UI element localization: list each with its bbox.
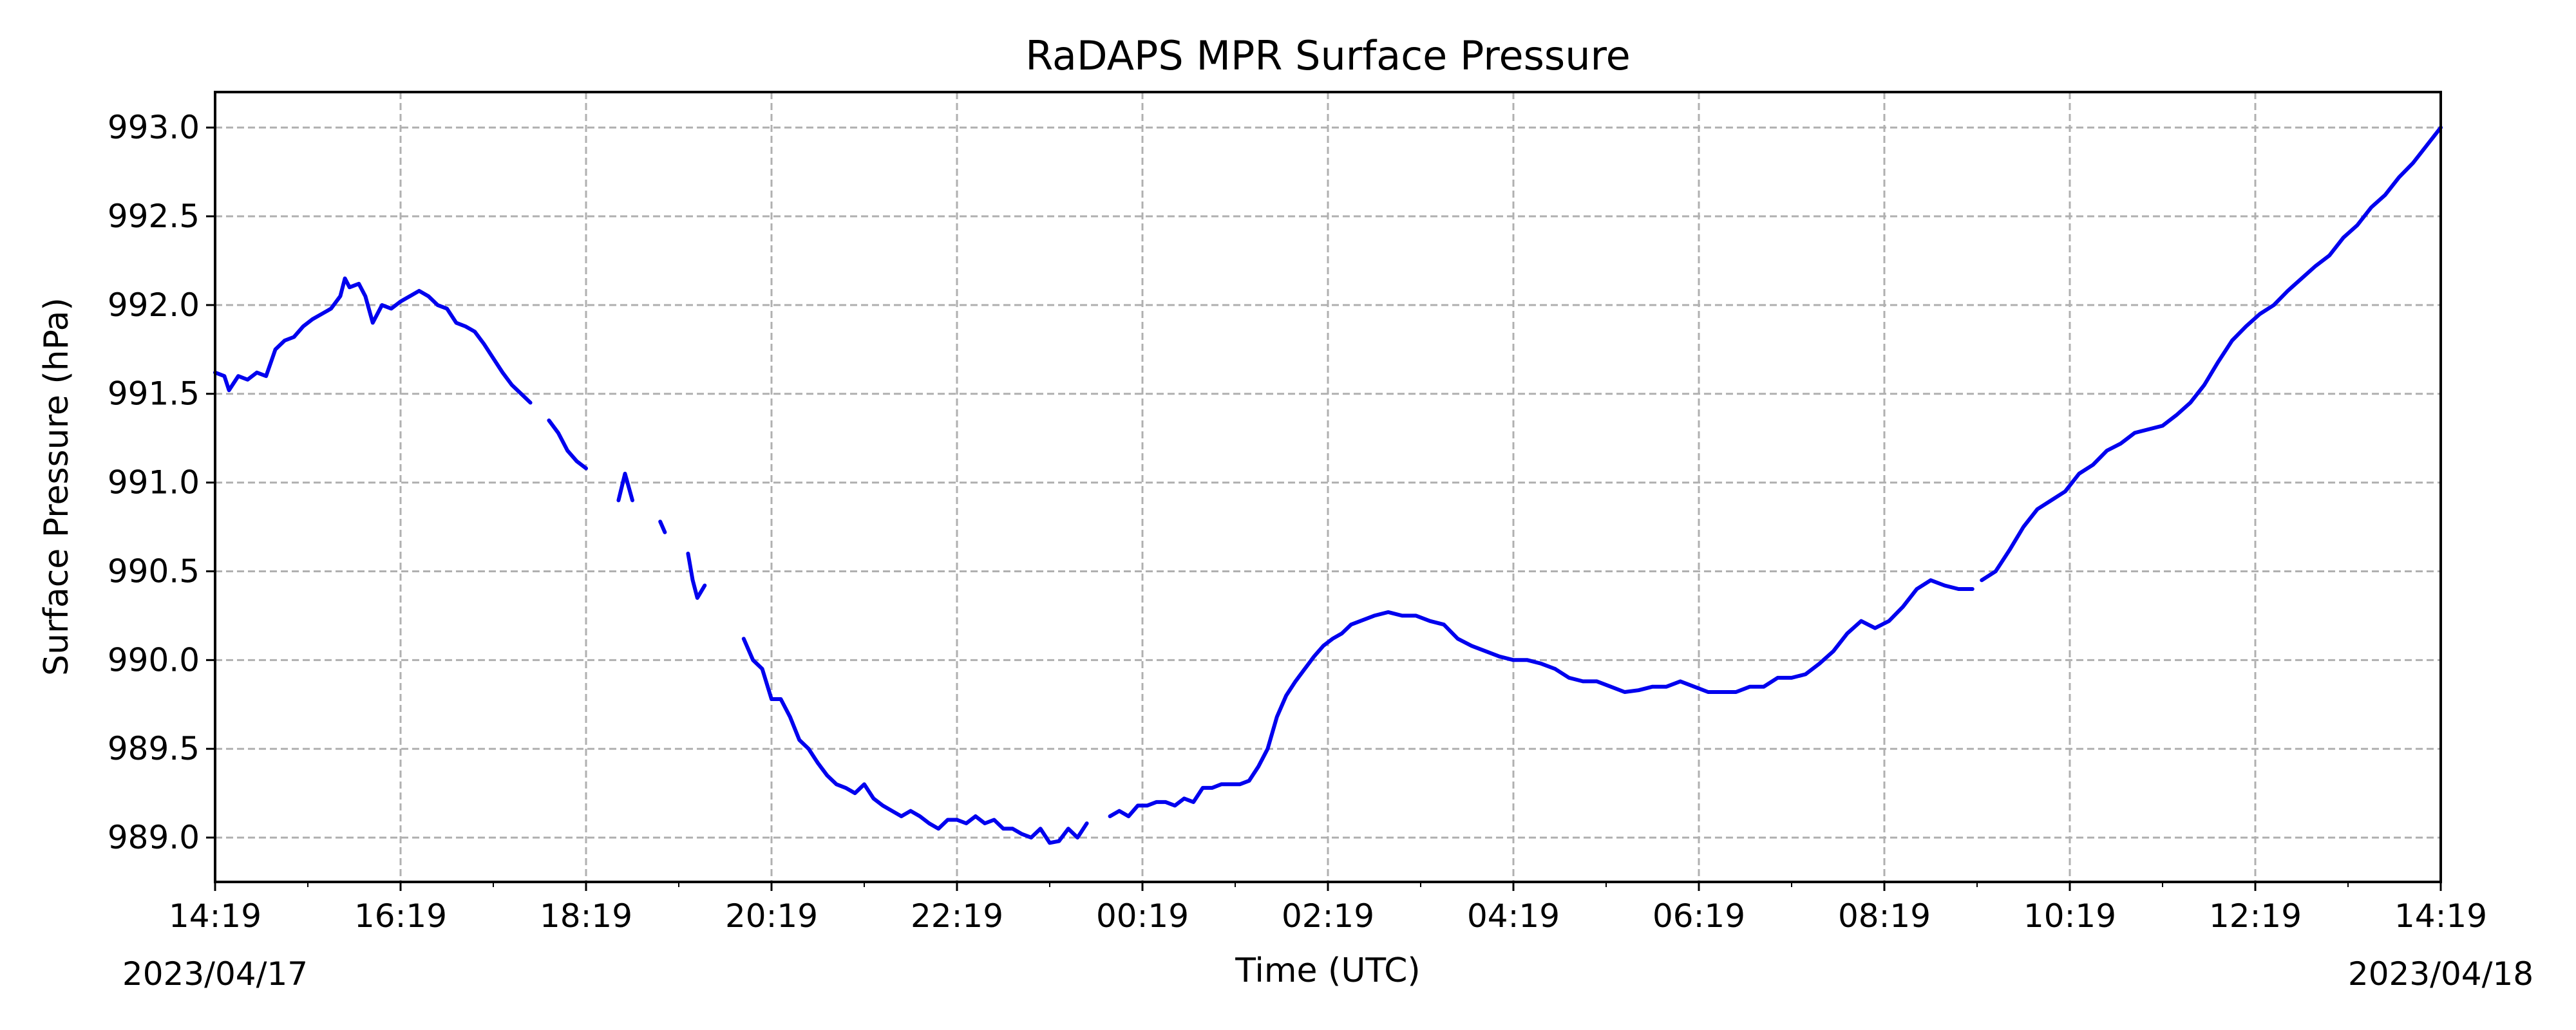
x-tick-label: 12:19 xyxy=(2209,897,2302,935)
y-tick-label: 992.0 xyxy=(108,286,200,324)
y-axis-label: Surface Pressure (hPa) xyxy=(37,297,76,676)
y-tick-label: 989.0 xyxy=(108,819,200,856)
series-line xyxy=(213,126,2443,845)
y-tick-labels: 989.0 989.5 990.0 990.5 991.0 991.5 992.0 992.5… xyxy=(108,109,200,856)
y-tick-label: 990.5 xyxy=(108,552,200,590)
y-tick-label: 990.0 xyxy=(108,641,200,679)
x-tick-label: 14:19 xyxy=(2394,897,2487,935)
x-tick-label: 04:19 xyxy=(1467,897,1560,935)
x-tick-label: 02:19 xyxy=(1282,897,1374,935)
series-line-segment xyxy=(547,418,588,471)
x-tick-label: 18:19 xyxy=(540,897,632,935)
series-line-segment xyxy=(1980,126,2443,583)
y-tick-label: 991.5 xyxy=(108,375,200,413)
x-tick-label: 14:19 xyxy=(169,897,261,935)
x-tick-labels: 14:19 16:19 18:19 20:19 22:19 00:19 02:19 04:19… xyxy=(169,897,2487,935)
series-line-segment xyxy=(686,551,707,600)
series-line-segment xyxy=(1108,578,1975,818)
series-line-segment xyxy=(616,471,634,503)
x-axis-label: Time (UTC) xyxy=(1235,951,1420,990)
y-tick-label: 992.5 xyxy=(108,198,200,235)
x-tick-label: 06:19 xyxy=(1653,897,1745,935)
x-tick-label: 00:19 xyxy=(1096,897,1189,935)
series-line-segment xyxy=(741,637,1089,845)
x-tick-label: 08:19 xyxy=(1838,897,1931,935)
gridlines xyxy=(214,92,2442,882)
x-tick-label: 10:19 xyxy=(2023,897,2116,935)
x-tick-label: 20:19 xyxy=(725,897,818,935)
series-line-segment xyxy=(213,276,533,405)
x-date-label-start: 2023/04/17 xyxy=(122,955,308,993)
y-tick-label: 989.5 xyxy=(108,730,200,767)
axis-ticks xyxy=(206,126,2442,891)
x-tick-label: 16:19 xyxy=(354,897,447,935)
chart-title: RaDAPS MPR Surface Pressure xyxy=(1025,32,1631,79)
series-line-segment xyxy=(658,520,667,534)
y-tick-label: 993.0 xyxy=(108,109,200,146)
x-tick-label: 22:19 xyxy=(911,897,1003,935)
y-tick-label: 991.0 xyxy=(108,464,200,501)
x-date-label-end: 2023/04/18 xyxy=(2348,955,2533,993)
